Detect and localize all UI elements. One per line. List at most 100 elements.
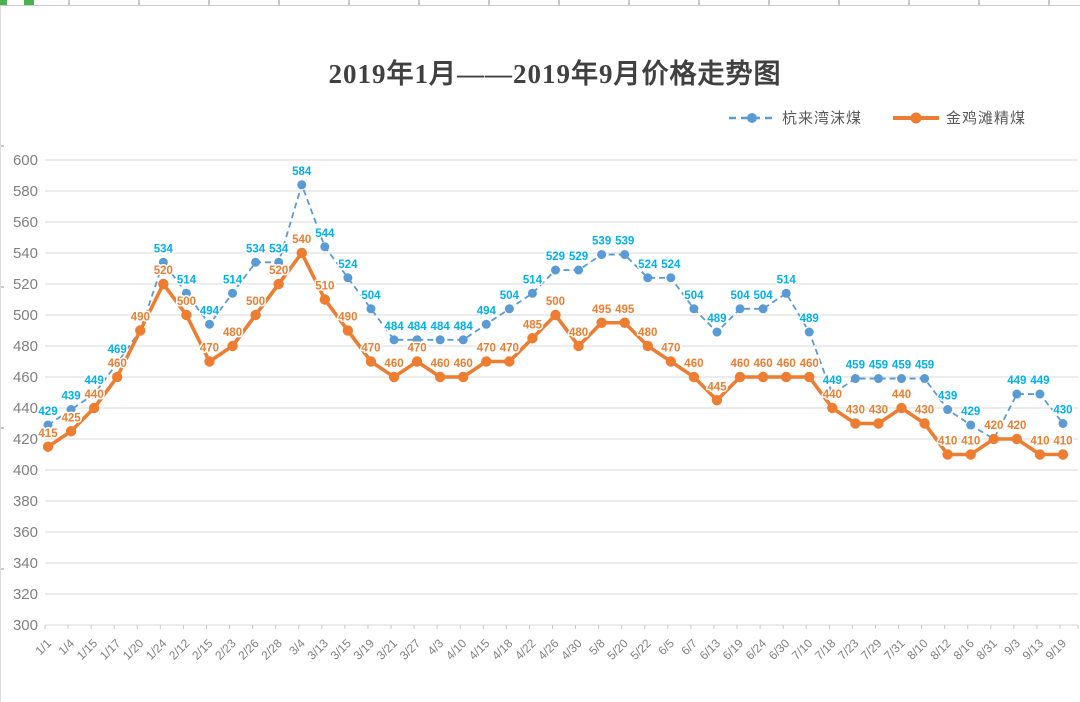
data-label-hanglaiwan: 494 (477, 305, 497, 317)
data-point-jinjitan (804, 371, 815, 383)
data-point-jinjitan (342, 325, 354, 336)
data-label-jinjitan: 520 (154, 265, 173, 277)
data-point-hanglaiwan (620, 250, 630, 260)
data-point-jinjitan (388, 371, 400, 383)
data-point-hanglaiwan (920, 374, 930, 384)
data-label-jinjitan: 410 (1030, 436, 1049, 448)
data-point-jinjitan (42, 441, 54, 452)
data-point-hanglaiwan (297, 180, 307, 190)
data-label-jinjitan: 500 (177, 296, 196, 308)
data-label-jinjitan: 460 (684, 358, 703, 370)
data-point-jinjitan (504, 356, 515, 367)
data-point-jinjitan (1057, 449, 1069, 460)
data-label-hanglaiwan: 429 (961, 406, 980, 418)
x-axis-label: 3/15 (328, 636, 355, 663)
x-axis-label: 2/15 (189, 636, 216, 663)
data-label-hanglaiwan: 514 (523, 274, 543, 286)
data-label-hanglaiwan: 459 (915, 360, 934, 372)
data-point-jinjitan (296, 247, 307, 259)
data-point-hanglaiwan (873, 374, 883, 384)
x-axis-label: 4/30 (558, 636, 585, 663)
legend-label-hanglaiwan: 杭来湾沫煤 (782, 110, 863, 127)
y-axis-label: 420 (13, 431, 38, 448)
data-point-jinjitan (688, 371, 700, 383)
data-point-hanglaiwan (343, 273, 353, 283)
x-axis-label: 7/18 (812, 636, 839, 663)
x-axis-label: 2/23 (212, 636, 239, 663)
x-axis-label: 9/19 (1043, 636, 1070, 663)
data-label-jinjitan: 470 (661, 343, 680, 355)
data-label-hanglaiwan: 524 (638, 259, 658, 271)
x-axis-label: 7/29 (858, 636, 885, 663)
data-point-jinjitan (596, 317, 607, 328)
data-point-hanglaiwan (827, 389, 837, 399)
data-point-hanglaiwan (666, 273, 676, 283)
data-label-jinjitan: 440 (892, 389, 911, 401)
data-label-hanglaiwan: 514 (223, 274, 243, 286)
data-label-jinjitan: 540 (292, 234, 311, 246)
data-label-jinjitan: 445 (707, 381, 727, 393)
data-point-hanglaiwan (804, 327, 814, 337)
data-label-hanglaiwan: 489 (800, 313, 819, 325)
y-axis-label: 560 (13, 214, 38, 231)
data-point-jinjitan (88, 402, 100, 414)
data-label-hanglaiwan: 529 (569, 251, 588, 263)
data-point-hanglaiwan (320, 242, 330, 252)
data-label-hanglaiwan: 420 (984, 420, 1003, 432)
data-label-hanglaiwan: 534 (246, 243, 266, 255)
data-point-jinjitan (273, 278, 284, 290)
x-axis-label: 3/21 (374, 636, 401, 663)
data-point-hanglaiwan (758, 304, 768, 314)
data-point-jinjitan (458, 371, 469, 383)
data-point-hanglaiwan (966, 420, 976, 430)
data-label-jinjitan: 470 (407, 343, 426, 355)
data-label-hanglaiwan: 504 (361, 290, 381, 302)
chart-title: 2019年1月——2019年9月价格走势图 (328, 59, 782, 89)
data-label-jinjitan: 460 (431, 358, 450, 370)
data-label-jinjitan: 470 (500, 343, 519, 355)
data-point-hanglaiwan (1058, 419, 1068, 428)
data-point-jinjitan (850, 418, 861, 429)
y-axis-label: 440 (13, 400, 38, 417)
x-axis-label: 8/10 (904, 636, 931, 663)
x-axis-label: 1/17 (97, 636, 124, 663)
data-label-hanglaiwan: 539 (615, 236, 634, 248)
x-axis-label: 4/26 (535, 636, 562, 663)
data-point-jinjitan (250, 309, 261, 321)
data-label-jinjitan: 520 (269, 265, 288, 277)
data-label-jinjitan: 495 (615, 304, 635, 316)
data-label-jinjitan: 460 (384, 358, 403, 370)
data-point-hanglaiwan (274, 257, 284, 267)
data-point-jinjitan (1011, 433, 1023, 445)
legend-item-jinjitan[interactable]: 金鸡滩精煤 (892, 107, 1026, 128)
data-point-jinjitan (988, 433, 999, 445)
data-point-jinjitan (181, 309, 192, 321)
data-label-hanglaiwan: 504 (500, 290, 520, 302)
x-axis-label: 4/15 (466, 636, 493, 663)
data-label-hanglaiwan: 484 (407, 321, 427, 333)
data-point-hanglaiwan (712, 327, 722, 337)
data-label-jinjitan: 410 (961, 436, 980, 448)
data-point-jinjitan (965, 449, 976, 460)
x-axis-label: 7/31 (881, 636, 908, 663)
data-label-hanglaiwan: 484 (431, 321, 451, 333)
data-label-hanglaiwan: 514 (177, 274, 197, 286)
data-label-jinjitan: 480 (223, 327, 242, 339)
data-label-hanglaiwan: 459 (869, 360, 888, 372)
x-axis-label: 4/3 (425, 636, 447, 658)
data-label-hanglaiwan: 484 (454, 321, 474, 333)
spreadsheet-top-edge (0, 0, 1080, 6)
legend-item-hanglaiwan[interactable]: 杭来湾沫煤 (728, 107, 862, 128)
data-label-hanglaiwan: 449 (1030, 375, 1049, 387)
data-label-jinjitan: 430 (846, 405, 865, 417)
y-axis-label: 300 (13, 617, 38, 634)
data-label-jinjitan: 470 (200, 343, 219, 355)
data-point-jinjitan (573, 340, 584, 352)
data-point-hanglaiwan (412, 335, 422, 345)
data-point-jinjitan (757, 371, 769, 383)
data-label-hanglaiwan: 429 (38, 406, 57, 418)
data-point-jinjitan (827, 402, 838, 414)
x-axis-label: 1/15 (74, 636, 101, 663)
y-axis-label: 380 (13, 493, 38, 510)
x-axis-label: 5/20 (604, 636, 631, 663)
